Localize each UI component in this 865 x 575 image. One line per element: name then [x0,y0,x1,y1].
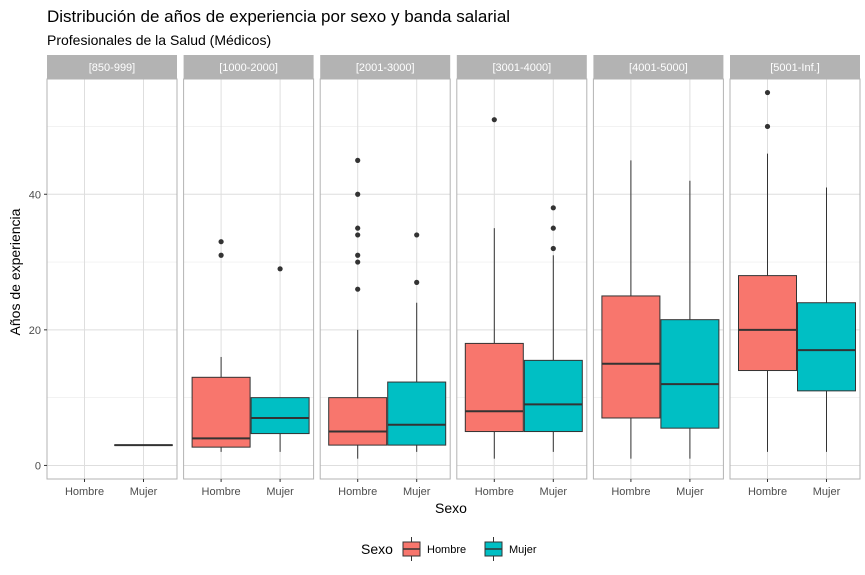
outlier-point [355,259,361,265]
legend-label: Mujer [509,544,537,556]
box-mujer [523,205,583,452]
x-tick-label: Mujer [813,486,841,498]
facet-strip-label: [850-999] [89,62,135,74]
box-hombre [328,157,388,459]
box-hombre [738,89,797,452]
chart-title: Distribución de años de experiencia por … [47,7,510,26]
y-axis-title: Años de experiencia [7,208,23,335]
outlier-point [414,232,420,238]
outlier-point [355,225,361,231]
facet-panel: [1000-2000] Hombre Mujer [183,55,315,498]
facet-strip [183,55,314,79]
box-mujer [660,180,720,459]
facet-strip-label: [3001-4000] [492,62,551,74]
legend-label: Hombre [427,544,466,556]
x-tick-label: Mujer [266,486,294,498]
box-iqr [601,295,661,419]
y-tick-label: 20 [29,325,41,337]
facet-strip-label: [2001-3000] [356,62,415,74]
box-iqr [660,319,720,429]
outlier-point [550,205,556,211]
y-tick-label: 40 [29,189,41,201]
panel-border [183,78,315,480]
box-iqr [191,376,251,448]
facet-strip [456,55,587,79]
x-tick-label: Mujer [676,486,704,498]
facet-panel: [4001-5000] Hombre Mujer [592,55,724,498]
legend-title: Sexo [361,541,393,557]
box-iqr [738,275,797,372]
outlier-point [550,245,556,252]
outlier-point [491,117,497,123]
box-hombre [464,117,524,459]
x-axis-title: Sexo [435,500,467,516]
box-iqr [328,397,388,446]
box-iqr [797,302,856,392]
facet-strip-label: [1000-2000] [219,62,278,74]
facet-strip [47,55,177,79]
outlier-point [218,239,224,245]
panel-border [729,78,861,480]
outlier-point [218,252,224,258]
outlier-point [764,89,771,96]
facet-strip [320,55,451,79]
legend-key-hombre: Hombre [402,537,466,561]
facet-panel: [3001-4000] Hombre Mujer [456,55,588,498]
x-tick-label: Mujer [130,486,158,498]
legend: Sexo Hombre Mujer [361,537,537,561]
panel-border [319,78,451,480]
outlier-point [355,232,361,238]
panel-border [456,78,588,480]
outlier-point [355,191,361,197]
box-hombre [601,160,661,459]
x-tick-label: Mujer [540,486,568,498]
box-hombre [191,239,251,452]
box-iqr [250,397,310,435]
outlier-point [355,252,361,258]
facet-panel: [5001-Inf.] Hombre Mujer [729,55,861,498]
box-iqr [464,342,524,433]
y-axis: 0 20 40 [29,189,47,472]
facet-panel: [850-999] Hombre Mujer [46,55,178,498]
outlier-point [355,157,361,163]
box-iqr [523,359,583,433]
outlier-point [355,286,361,292]
facet-panel: [2001-3000] Hombre Mujer [319,55,451,498]
x-tick-label: Mujer [403,486,431,498]
facet-strip [593,55,724,79]
x-tick-label: Hombre [65,486,104,498]
outlier-point [550,225,556,231]
x-tick-label: Hombre [338,486,377,498]
panel-border [46,78,178,480]
facet-panels: [850-999] Hombre Mujer [1000-2000] Hombre Muj… [46,55,861,498]
x-tick-label: Hombre [475,486,514,498]
panel-border [592,78,724,480]
legend-key-mujer: Mujer [484,537,537,561]
box-mujer [797,187,856,452]
outlier-point [764,123,771,130]
facet-strip-label: [5001-Inf.] [770,62,820,74]
outlier-point [277,266,283,272]
box-iqr [387,381,447,446]
x-tick-label: Hombre [202,486,241,498]
chart-subtitle: Profesionales de la Salud (Médicos) [47,32,271,48]
outlier-point [414,279,420,285]
x-tick-label: Hombre [748,486,787,498]
y-tick-label: 0 [35,460,41,472]
panel-background [47,79,177,479]
facet-strip-label: [4001-5000] [629,62,688,74]
box-mujer [387,232,447,452]
x-tick-label: Hombre [611,486,650,498]
facet-strip [730,55,860,79]
box-mujer [250,266,310,452]
